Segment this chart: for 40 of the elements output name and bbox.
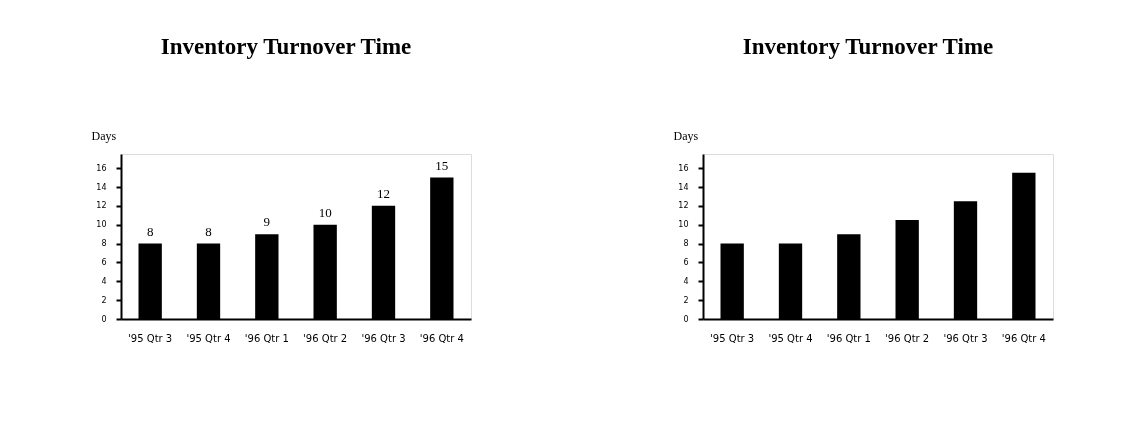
y-tick-label: 14: [678, 182, 689, 192]
y-tick-label: 2: [683, 295, 689, 305]
x-tick-label: '96 Qtr 1: [244, 332, 289, 344]
x-tick-label: '96 Qtr 3: [361, 332, 406, 344]
y-tick-label: 14: [96, 182, 107, 192]
x-tick-label: '95 Qtr 4: [186, 332, 231, 344]
x-tick-label: '95 Qtr 4: [768, 332, 813, 344]
y-axis-title: Days: [673, 128, 699, 143]
y-tick-label: 12: [678, 201, 689, 211]
y-tick-label: 10: [678, 220, 689, 230]
data-label: 12: [377, 185, 390, 201]
y-tick-label: 10: [96, 220, 107, 230]
x-tick-label: '96 Qtr 3: [943, 332, 988, 344]
x-tick-label: '95 Qtr 3: [710, 332, 755, 344]
y-tick-label: 12: [96, 201, 107, 211]
y-tick-label: 16: [96, 163, 107, 173]
y-tick-label: 16: [678, 163, 689, 173]
data-label: 8: [205, 223, 212, 239]
y-tick-label: 4: [101, 276, 107, 286]
data-label: 10: [318, 204, 332, 220]
data-label: 15: [435, 157, 449, 173]
x-tick-label: '96 Qtr 2: [885, 332, 930, 344]
y-tick-label: 6: [101, 257, 107, 267]
chart-title: Inventory Turnover Time: [160, 34, 412, 59]
y-tick-label: 2: [101, 295, 107, 305]
y-tick-label: 8: [101, 239, 107, 249]
y-tick-label: 6: [683, 257, 689, 267]
x-tick-label: '96 Qtr 4: [419, 332, 464, 344]
x-tick-label: '96 Qtr 4: [1001, 332, 1046, 344]
x-tick-label: '96 Qtr 2: [303, 332, 348, 344]
y-tick-label: 4: [683, 276, 689, 286]
y-tick-label: 8: [683, 239, 689, 249]
y-tick-label: 0: [683, 314, 689, 324]
y-tick-label: 0: [101, 314, 107, 324]
x-tick-label: '96 Qtr 1: [826, 332, 871, 344]
chart-title: Inventory Turnover Time: [742, 34, 994, 59]
data-label: 9: [263, 214, 271, 230]
data-label: 8: [146, 223, 154, 239]
x-tick-label: '95 Qtr 3: [128, 332, 173, 344]
y-axis-title: Days: [91, 128, 117, 143]
